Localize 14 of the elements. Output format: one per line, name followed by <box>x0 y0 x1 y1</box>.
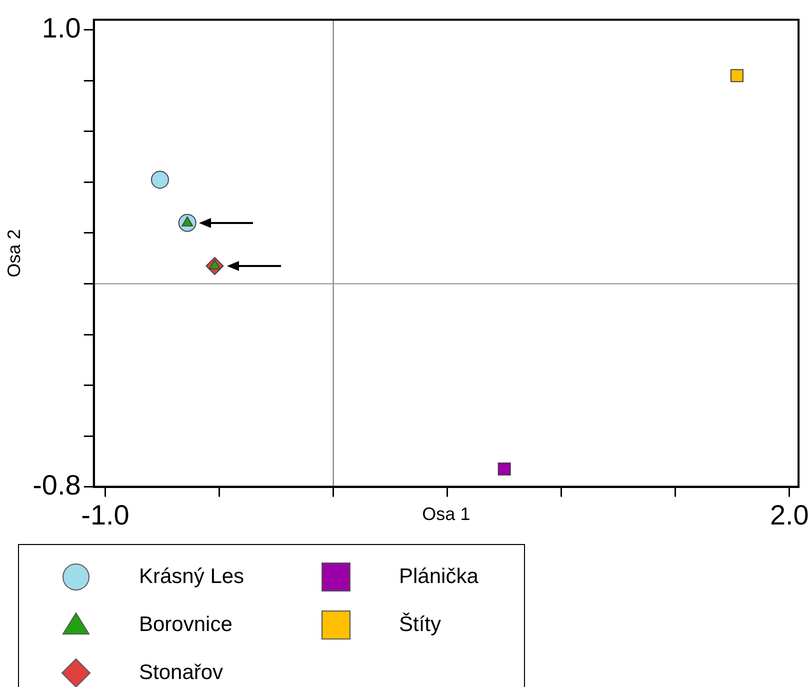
point <box>498 462 511 476</box>
x-tick-label: 2.0 <box>770 499 809 530</box>
x-tick-label: -1.0 <box>81 499 130 530</box>
legend-label: Stonařov <box>139 661 224 685</box>
legend-label: Štíty <box>399 613 442 637</box>
y-axis-title: Osa 2 <box>4 229 24 278</box>
y-tick-label: 1.0 <box>42 12 81 44</box>
point <box>730 69 744 82</box>
legend-label: Borovnice <box>139 613 232 637</box>
legend-label: Plánička <box>399 565 478 589</box>
x-axis-title: Osa 1 <box>422 504 470 524</box>
legend-label: Krásný Les <box>139 565 244 589</box>
point <box>150 170 169 189</box>
y-tick-label: -0.8 <box>32 470 81 501</box>
